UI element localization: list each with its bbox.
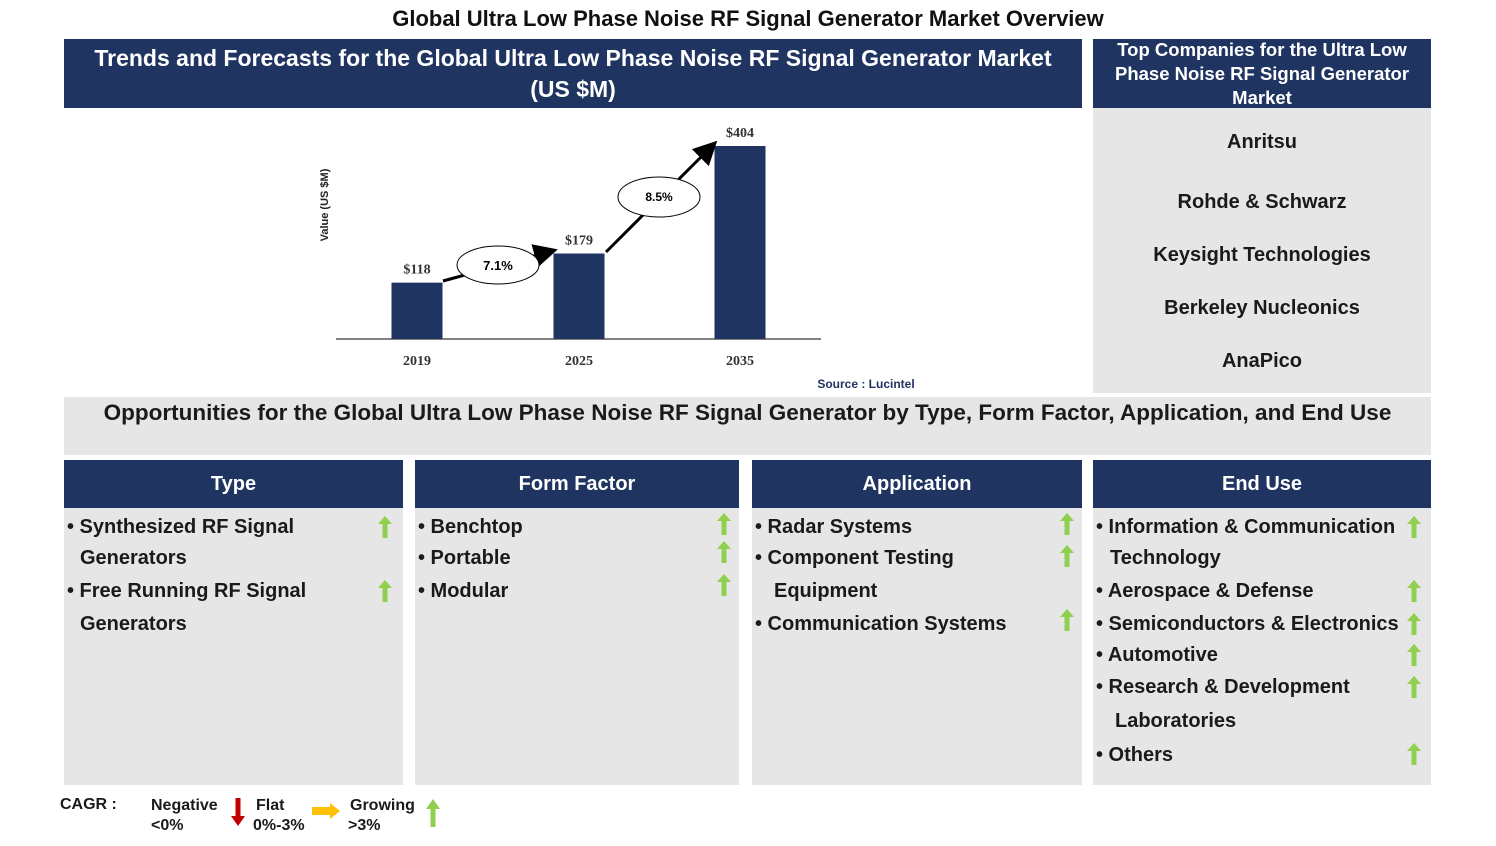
growing-arrow-icon — [1407, 516, 1421, 538]
data-label-2025: $179 — [565, 233, 593, 248]
column-end-use: • Information & Communication Technology… — [1093, 508, 1431, 785]
list-item: • Benchtop — [418, 516, 523, 538]
chart-source: Source : Lucintel — [817, 377, 914, 391]
company-anapico: AnaPico — [1221, 350, 1303, 372]
company-keysight: Keysight Technologies — [1153, 244, 1371, 266]
growing-arrow-icon — [378, 580, 392, 602]
column-application: • Radar Systems • Component Testing Equi… — [752, 508, 1082, 785]
column-header-form-factor: Form Factor — [415, 460, 739, 508]
company-berkeley: Berkeley Nucleonics — [1164, 297, 1360, 319]
cagr-label-2: 8.5% — [645, 190, 673, 204]
growing-arrow-icon — [426, 799, 440, 827]
growing-arrow-icon — [1407, 580, 1421, 602]
column-form-factor: • Benchtop • Portable • Modular — [415, 508, 739, 785]
x-tick-2035: 2035 — [726, 354, 754, 369]
legend-flat-label: Flat — [256, 797, 285, 814]
legend-flat-range: 0%-3% — [253, 817, 305, 834]
cagr-label-1: 7.1% — [483, 258, 513, 273]
list-item: Technology — [1110, 547, 1221, 569]
legend-negative-label: Negative — [151, 797, 218, 814]
data-label-2019: $118 — [403, 263, 430, 278]
column-header-application: Application — [752, 460, 1082, 508]
legend-growing-label: Growing — [350, 797, 415, 814]
list-item: Equipment — [774, 580, 878, 602]
column-type: • Synthesized RF Signal Generators • Fre… — [64, 508, 403, 785]
list-item: • Portable — [418, 547, 511, 569]
list-item: • Others — [1096, 744, 1174, 766]
column-header-type: Type — [64, 460, 403, 508]
company-anritsu: Anritsu — [1227, 131, 1297, 153]
bar-2019 — [391, 282, 443, 339]
list-item: Generators — [80, 613, 187, 635]
legend-growing-range: >3% — [348, 817, 381, 834]
company-rohde-schwarz: Rohde & Schwarz — [1177, 191, 1347, 213]
growing-arrow-icon — [1060, 513, 1074, 535]
list-item: • Modular — [418, 580, 509, 602]
column-header-end-use: End Use — [1093, 460, 1431, 508]
page-title: Global Ultra Low Phase Noise RF Signal G… — [392, 6, 1104, 31]
list-item: • Automotive — [1096, 644, 1218, 666]
bar-2025 — [553, 253, 605, 339]
growing-arrow-icon — [717, 513, 731, 535]
list-item: • Free Running RF Signal — [67, 580, 307, 602]
list-item: • Research & Development — [1096, 676, 1350, 698]
x-tick-2025: 2025 — [565, 354, 593, 369]
growing-arrow-icon — [1407, 743, 1421, 765]
market-bar-chart: Value (US $M) $118 2019 $179 2025 $404 2035 7… — [319, 126, 915, 391]
growing-arrow-icon — [717, 574, 731, 596]
growing-arrow-icon — [717, 541, 731, 563]
cagr-bubble-2 — [617, 176, 701, 218]
legend-cagr-label: CAGR : — [60, 796, 117, 813]
list-item: Generators — [80, 547, 187, 569]
list-item: • Communication Systems — [755, 613, 1007, 635]
opportunities-header: Opportunities for the Global Ultra Low P… — [64, 397, 1431, 455]
growing-arrow-icon — [1407, 613, 1421, 635]
bars-group: $118 2019 $179 2025 $404 2035 — [391, 126, 766, 369]
list-item: • Synthesized RF Signal — [67, 516, 295, 538]
growing-arrow-icon — [1060, 545, 1074, 567]
growing-arrow-icon — [378, 516, 392, 538]
list-item: • Information & Communication — [1096, 516, 1396, 538]
trend-header: Trends and Forecasts for the Global Ultr… — [64, 39, 1082, 108]
legend-negative-range: <0% — [151, 817, 184, 834]
list-item: • Semiconductors & Electronics — [1096, 613, 1399, 635]
data-label-2035: $404 — [726, 126, 754, 141]
flat-arrow-icon — [312, 803, 340, 819]
growing-arrow-icon — [1407, 644, 1421, 666]
growing-arrow-icon — [1407, 676, 1421, 698]
top-companies-panel: Anritsu Rohde & Schwarz Keysight Technol… — [1093, 108, 1431, 393]
top-companies-header: Top Companies for the Ultra Low Phase No… — [1093, 39, 1431, 108]
list-item: • Aerospace & Defense — [1096, 580, 1314, 602]
growing-arrow-icon — [1060, 609, 1074, 631]
list-item: • Component Testing — [755, 547, 954, 569]
bar-2035 — [714, 146, 766, 339]
list-item: Laboratories — [1115, 710, 1237, 732]
y-axis-label: Value (US $M) — [319, 168, 331, 241]
cagr-bubble-1 — [456, 245, 540, 285]
x-tick-2019: 2019 — [403, 354, 431, 369]
negative-arrow-icon — [231, 798, 245, 826]
list-item: • Radar Systems — [755, 516, 913, 538]
